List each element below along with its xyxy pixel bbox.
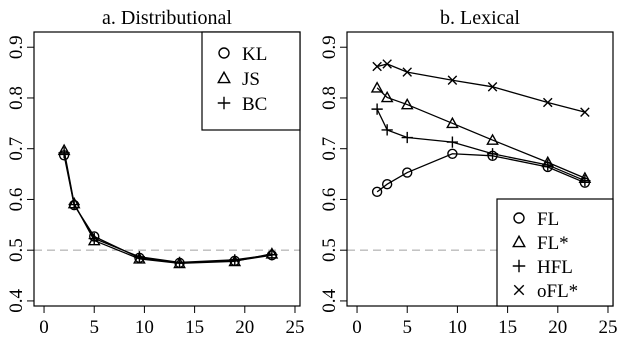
data-point-fl-star xyxy=(400,97,414,110)
x-tick-label: 5 xyxy=(89,317,99,338)
x-tick-label: 0 xyxy=(352,317,362,338)
x-tick-label: 15 xyxy=(185,317,204,338)
legend-marker xyxy=(217,70,231,84)
x-tick-label: 5 xyxy=(402,317,412,338)
data-point-hfl xyxy=(486,148,499,160)
legend-label: FL* xyxy=(537,233,569,254)
legend-label: FL xyxy=(537,209,559,230)
x-tick-label: 0 xyxy=(39,317,49,338)
plot-border xyxy=(346,31,614,307)
legend-label: oFL* xyxy=(537,281,578,302)
legend-marker xyxy=(217,96,231,110)
series-line-bc xyxy=(63,152,272,264)
y-tick-label: 0.4 xyxy=(319,289,340,313)
y-tick-label: 0.7 xyxy=(6,137,27,161)
series-line-fl xyxy=(376,153,586,193)
y-tick-label: 0.5 xyxy=(6,238,27,262)
data-point-fl-star xyxy=(486,133,499,145)
data-point-hfl xyxy=(381,124,393,136)
legend-label: HFL xyxy=(537,257,573,278)
data-point-fl xyxy=(381,179,393,190)
data-point-ofl-star xyxy=(372,61,382,72)
data-point-bc xyxy=(68,198,80,211)
data-point-fl-star xyxy=(446,116,459,129)
data-point-bc xyxy=(58,147,70,159)
legend-box xyxy=(201,31,301,131)
data-point-fl xyxy=(371,186,383,198)
x-tick-label: 20 xyxy=(548,317,567,338)
data-point-ofl-star xyxy=(402,67,412,77)
data-point-ofl-star xyxy=(487,82,498,92)
y-tick-label: 0.6 xyxy=(319,188,340,212)
x-tick-label: 25 xyxy=(598,317,617,338)
data-point-ofl-star xyxy=(447,75,458,85)
data-point-fl-star xyxy=(370,81,384,93)
data-point-ofl-star xyxy=(542,97,553,108)
plot-border xyxy=(33,31,301,307)
data-point-js xyxy=(133,252,146,264)
x-tick-label: 10 xyxy=(448,317,467,338)
data-point-fl-star xyxy=(380,90,394,103)
x-tick-label: 20 xyxy=(235,317,254,338)
x-tick-label: 15 xyxy=(498,317,517,338)
panel-distributional: a. Distributional 0 5 10 15 20 25 0.4 0.5 0.6 0.7 0… xyxy=(6,7,304,338)
data-point-bc xyxy=(229,254,241,266)
y-tick-label: 0.9 xyxy=(6,35,27,59)
data-point-hfl xyxy=(371,103,383,115)
legend-marker xyxy=(512,259,526,273)
data-point-bc xyxy=(133,251,146,263)
panel-lexical: b. Lexical 0 5 10 15 20 25 0.4 0.5 0.6 0.7 0.8 0.9 FL… xyxy=(319,7,617,338)
legend-marker xyxy=(512,234,526,248)
x-tick-label: 25 xyxy=(285,317,304,338)
data-point-ofl-star xyxy=(580,107,590,117)
legend-marker xyxy=(218,47,230,59)
y-tick-label: 0.8 xyxy=(6,86,27,110)
series-line-kl xyxy=(63,155,272,264)
x-tick-label: 10 xyxy=(135,317,154,338)
data-point-hfl xyxy=(542,159,554,171)
data-point-fl xyxy=(402,167,413,178)
data-point-ofl-star xyxy=(382,59,392,69)
y-tick-label: 0.4 xyxy=(6,289,27,313)
y-tick-label: 0.6 xyxy=(6,188,27,212)
legend-label: JS xyxy=(242,69,260,90)
legend-label: BC xyxy=(242,94,267,115)
data-point-fl xyxy=(447,148,458,159)
data-point-hfl xyxy=(401,131,413,144)
data-point-hfl xyxy=(446,136,459,148)
legend-label: KL xyxy=(242,44,267,65)
data-point-bc xyxy=(266,249,278,261)
series-line-js xyxy=(63,150,273,265)
chart-title-distributional: a. Distributional xyxy=(102,7,232,29)
legend-marker xyxy=(513,212,525,224)
data-point-bc xyxy=(88,232,100,245)
data-point-js xyxy=(228,254,242,267)
y-tick-label: 0.8 xyxy=(319,86,340,110)
chart-title-lexical: b. Lexical xyxy=(440,7,520,29)
data-point-bc xyxy=(173,256,186,268)
y-tick-label: 0.9 xyxy=(319,35,340,59)
data-point-hfl xyxy=(579,175,591,187)
legend-marker xyxy=(513,284,525,296)
y-tick-label: 0.7 xyxy=(319,137,340,161)
y-tick-label: 0.5 xyxy=(319,238,340,262)
